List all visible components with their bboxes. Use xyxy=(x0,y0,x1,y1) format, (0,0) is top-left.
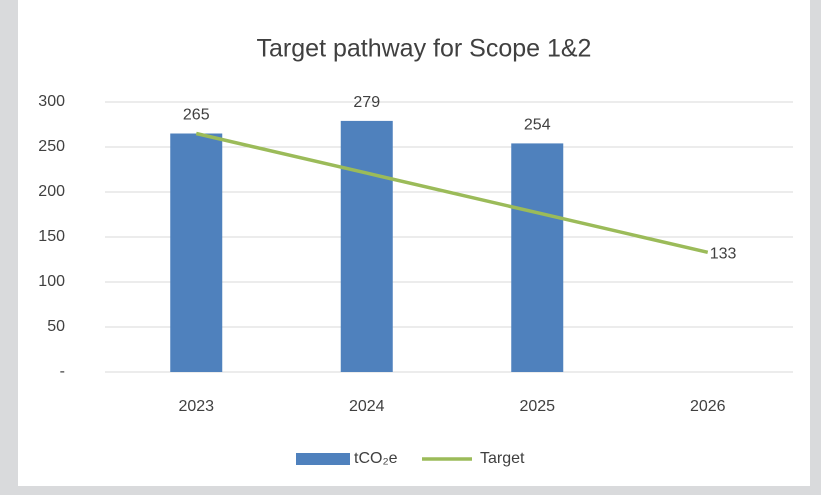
bar xyxy=(340,120,393,373)
bar xyxy=(511,143,564,372)
bar xyxy=(170,133,223,372)
x-tick-label: 2023 xyxy=(178,398,214,415)
y-tick-label: 100 xyxy=(38,273,65,290)
chart-panel xyxy=(18,0,810,486)
data-label: 279 xyxy=(353,94,380,111)
y-tick-label: 200 xyxy=(38,183,65,200)
y-tick-label: 300 xyxy=(38,93,65,110)
legend-label: Target xyxy=(480,450,525,467)
y-tick-label: 50 xyxy=(47,318,65,335)
x-tick-label: 2026 xyxy=(690,398,726,415)
legend-label: tCO₂e xyxy=(354,450,398,467)
y-tick-label: 150 xyxy=(38,228,65,245)
y-tick-label: - xyxy=(60,363,65,380)
line xyxy=(195,131,709,255)
x-tick-label: 2025 xyxy=(519,398,555,415)
y-tick-label: 250 xyxy=(38,138,65,155)
x-tick-label: 2024 xyxy=(349,398,385,415)
data-label: 254 xyxy=(524,117,551,134)
legend-swatch xyxy=(296,453,350,465)
data-label: 133 xyxy=(710,246,737,263)
data-label: 265 xyxy=(183,107,210,124)
chart-title: Target pathway for Scope 1&2 xyxy=(257,35,592,63)
